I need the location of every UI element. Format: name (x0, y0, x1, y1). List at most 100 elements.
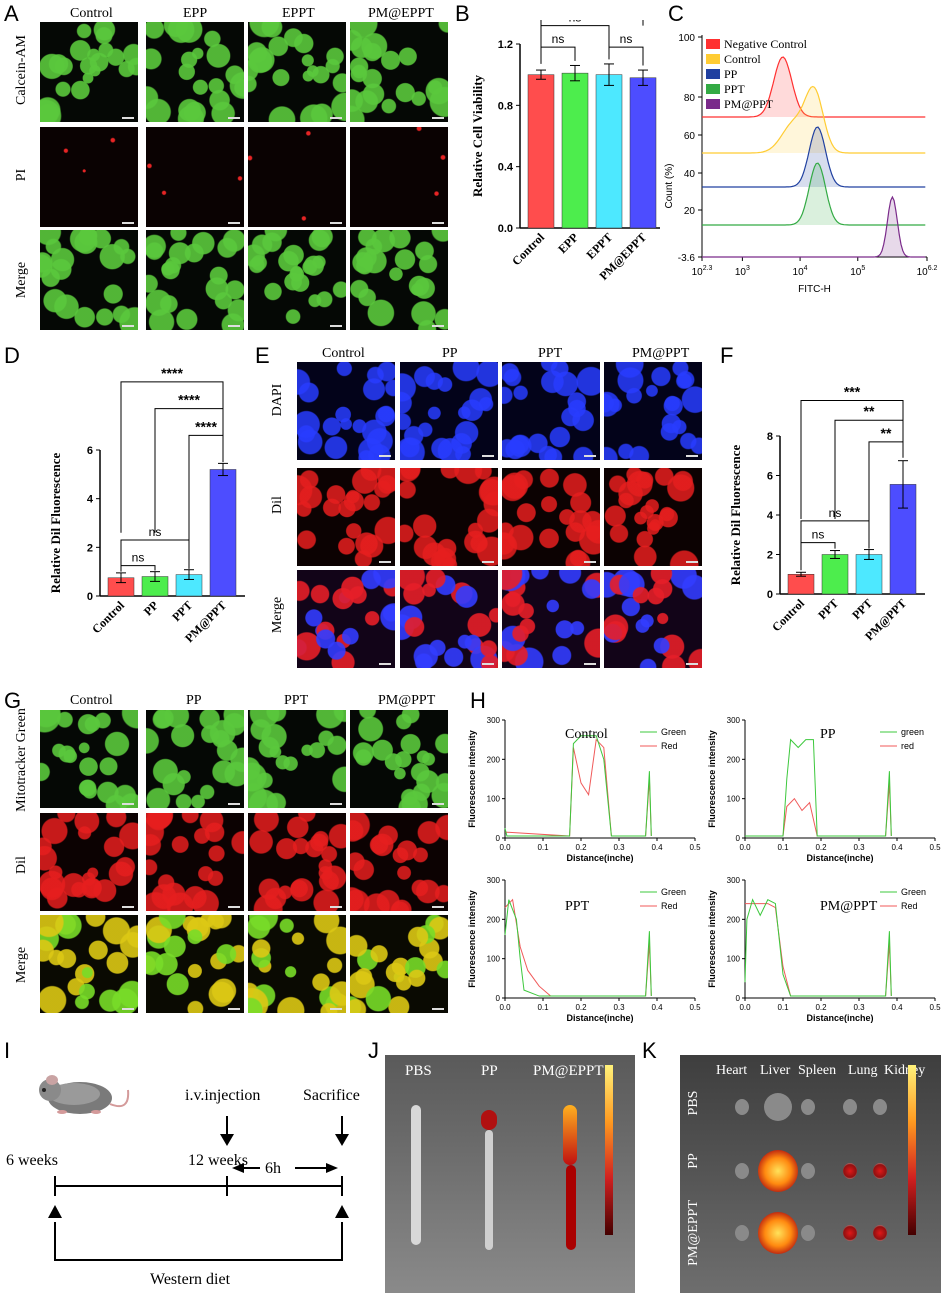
label-6h: 6h (265, 1160, 281, 1177)
organ-liver: Liver (760, 1063, 791, 1078)
chart-title: PPT (565, 899, 590, 914)
sig-bracket (120, 381, 224, 533)
x-tick-label: Control (509, 230, 547, 268)
y-tick-label: -3.6 (678, 253, 696, 264)
x-tick-label: 0.4 (891, 843, 903, 852)
col-label-pmeppt: PM@EPPT (368, 6, 434, 21)
x-tick-label: Control (769, 596, 807, 634)
legend-label: PM@PPT (724, 97, 774, 111)
row-label-dil-g: Dil (14, 856, 29, 874)
series-fill (702, 86, 927, 153)
y-tick-label: 100 (727, 955, 741, 964)
img-a-r1-c1 (146, 127, 244, 227)
sig-bracket (608, 46, 644, 66)
label-j-pmeppt: PM@EPPT (533, 1063, 604, 1079)
x-tick-label: PPT (849, 596, 875, 622)
x-tick-label: 0.2 (815, 843, 827, 852)
img-a-r2-c1 (146, 230, 244, 330)
row-label-calcein: Calcein-AM (14, 35, 29, 105)
timeline-scheme-i: 6 weeks 12 weeks i.v.injection Sacrifice… (6, 1075, 360, 1288)
y-tick-label: 40 (684, 169, 696, 180)
bar (527, 74, 555, 229)
sig-bracket (540, 25, 610, 48)
signal-pp (481, 1110, 497, 1130)
western-diet-bracket (54, 1222, 343, 1261)
series-red (745, 782, 892, 837)
legend-label: Negative Control (724, 37, 808, 51)
bar (209, 469, 237, 597)
legend-label: PPT (724, 82, 745, 96)
organ-0-0 (735, 1099, 749, 1115)
bar (629, 77, 657, 229)
organ-0-3 (843, 1099, 857, 1115)
img-g-r0-c2 (248, 710, 346, 808)
img-a-r1-c3 (350, 127, 448, 227)
sig-label: ns (552, 32, 565, 46)
y-tick-label: 2 (767, 550, 773, 562)
organ-heart: Heart (716, 1063, 748, 1078)
x-tick-label: 0.5 (929, 1003, 941, 1012)
label-j-pbs: PBS (405, 1063, 432, 1079)
y-tick-label: 0 (496, 994, 501, 1003)
x-tick-label: PP (141, 598, 161, 618)
x-tick-label: PPT (169, 598, 195, 624)
row-label-merge-a: Merge (14, 261, 29, 299)
sig-bracket (154, 408, 224, 533)
legend-label: Green (901, 887, 926, 897)
legend-swatch (706, 99, 720, 109)
img-e-r0-c0 (297, 362, 395, 460)
img-e-r2-c1 (400, 570, 498, 668)
y-tick-label: 8 (767, 431, 773, 443)
aorta-pbs (411, 1105, 421, 1245)
img-e-r2-c3 (604, 570, 702, 668)
x-tick-label: 0.0 (499, 843, 511, 852)
ivis-image-j: PBS PP PM@EPPT (385, 1055, 635, 1293)
x-tick-label: 0.0 (739, 1003, 751, 1012)
bar (855, 554, 883, 595)
x-tick-label: 0.1 (537, 843, 549, 852)
img-e-r2-c0 (297, 570, 395, 668)
panel-label-i: I (4, 1038, 11, 1063)
y-tick-label: 100 (487, 955, 501, 964)
y-tick-label: 0.0 (498, 223, 513, 235)
panel-label-g: G (4, 688, 22, 713)
row-k-pp: PP (686, 1153, 701, 1169)
row-label-pi: PI (14, 168, 29, 182)
y-tick-label: 0 (496, 834, 501, 843)
series-red (745, 903, 892, 997)
legend-label: Red (901, 901, 918, 911)
y-tick-label: 200 (487, 915, 501, 924)
row-label-mitotracker: Mitotracker Green (14, 708, 29, 812)
organ-2-1 (758, 1212, 798, 1254)
row-k-pbs: PBS (686, 1090, 701, 1116)
img-a-r1-c2 (248, 127, 346, 227)
col-label-e-pp: PP (442, 346, 458, 361)
img-e-r1-c3 (604, 468, 702, 566)
y-tick-label: 300 (727, 876, 741, 885)
legend-label: Red (661, 741, 678, 751)
col-label-e-pmppt: PM@PPT (632, 346, 690, 361)
x-tick-label: 0.5 (689, 843, 701, 852)
img-e-r1-c0 (297, 468, 395, 566)
legend-swatch (706, 69, 720, 79)
img-a-r2-c2 (248, 230, 346, 330)
x-tick-label: Control (89, 598, 127, 636)
panel-label-d: D (4, 343, 20, 368)
sig-bracket (540, 46, 576, 64)
y-tick-label: 2 (87, 542, 93, 554)
legend-swatch (706, 84, 720, 94)
sig-label: **** (178, 392, 200, 408)
panel-label-j: J (368, 1038, 379, 1063)
x-tick-label: 0.2 (815, 1003, 827, 1012)
sig-bracket (868, 441, 904, 547)
panel-label-h: H (470, 688, 486, 713)
col-label-epp: EPP (183, 6, 208, 21)
col-label-g-pp: PP (186, 693, 202, 708)
series-line (702, 85, 926, 154)
y-tick-label: 0.4 (498, 162, 514, 174)
panel-label-c: C (668, 1, 684, 26)
panel-label-b: B (455, 1, 470, 26)
y-tick-label: 4 (87, 494, 94, 506)
img-g-r2-c0 (40, 915, 138, 1013)
